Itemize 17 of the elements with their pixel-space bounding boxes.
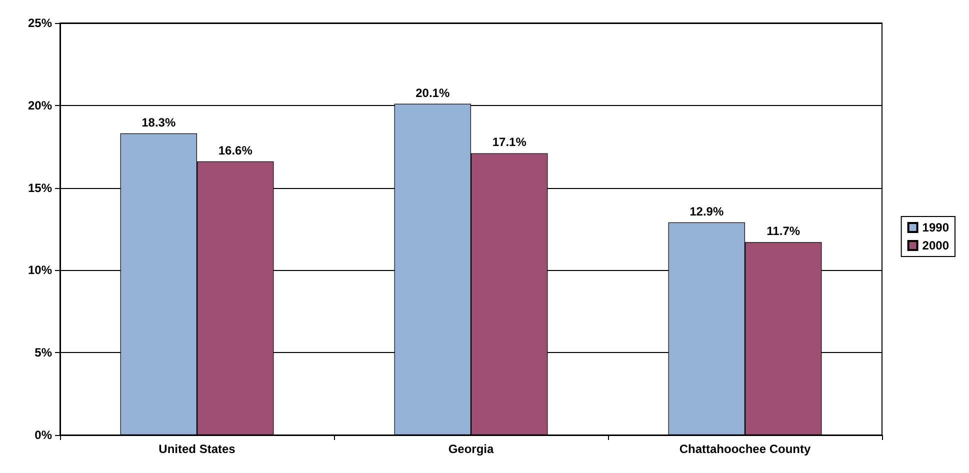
data-label: 17.1% [492, 135, 527, 150]
data-label: 11.7% [766, 224, 800, 238]
y-tick-label: 5% [34, 346, 52, 360]
legend-label: 1990 [922, 220, 950, 234]
legend-label: 2000 [922, 238, 950, 252]
data-label: 12.9% [690, 204, 724, 218]
y-tick-label: 15% [28, 180, 52, 195]
y-tick-label: 10% [28, 263, 52, 278]
x-tick-label: Georgia [448, 442, 494, 456]
data-label: 20.1% [416, 86, 450, 100]
y-tick-label: 0% [34, 428, 52, 442]
y-tick-label: 25% [28, 16, 52, 30]
data-label: 18.3% [142, 115, 176, 130]
x-tick-label: United States [158, 442, 236, 456]
y-tick-label: 20% [28, 98, 52, 112]
x-tick-label: Chattahoochee County [679, 442, 811, 456]
data-label: 16.6% [218, 143, 253, 158]
